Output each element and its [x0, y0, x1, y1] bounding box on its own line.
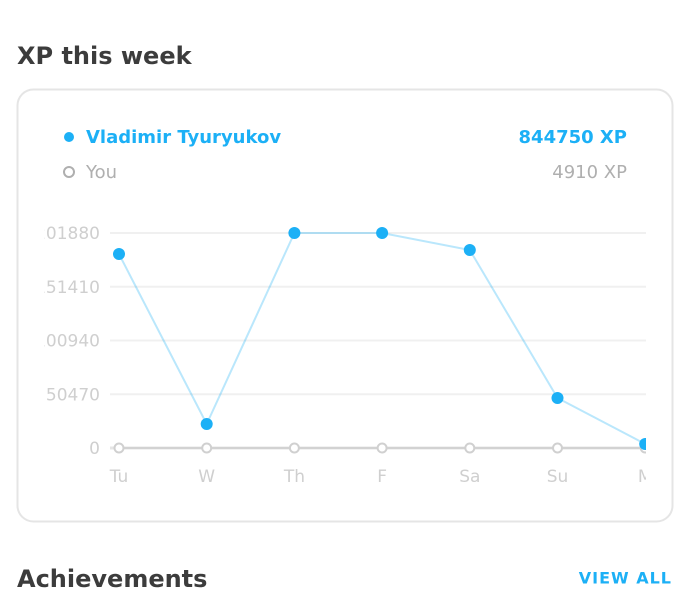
legend-dot	[63, 166, 75, 178]
view-all-link[interactable]: VIEW ALL	[579, 569, 672, 588]
legend-name: Vladimir Tyuryukov	[86, 127, 281, 148]
y-tick-label: 100940	[35, 332, 100, 352]
plot: 0 50470 100940 151410 201880 Tu W Th F Sa Su M	[35, 224, 653, 487]
data-point	[288, 227, 301, 239]
x-tick-label: Th	[283, 467, 305, 487]
card	[16, 88, 674, 523]
data-point	[200, 418, 213, 431]
x-tick-label: M	[638, 467, 653, 487]
x-tick-label: W	[198, 467, 215, 487]
data-point	[201, 442, 213, 454]
x-tick-label: F	[377, 467, 387, 487]
data-point	[288, 442, 300, 454]
x-tick-label: Tu	[109, 467, 129, 487]
data-point	[113, 248, 125, 261]
data-point	[551, 391, 564, 404]
legend-total: 4910 XP	[552, 162, 627, 183]
section-title: XP this week	[17, 42, 193, 70]
data-point	[376, 227, 389, 239]
legend-dot	[64, 132, 74, 142]
data-point	[464, 442, 476, 454]
legend-total: 844750 XP	[519, 127, 627, 148]
x-tick-label: Sa	[459, 467, 480, 487]
y-tick-label: 151410	[35, 278, 100, 298]
data-point	[552, 442, 563, 454]
x-tick-label: Su	[547, 467, 569, 487]
y-tick-label: 50470	[46, 385, 100, 405]
data-point	[376, 442, 388, 454]
data-point	[463, 243, 476, 256]
legend-name: You	[85, 162, 117, 183]
data-point	[639, 437, 646, 450]
section-title: Achievements	[17, 565, 207, 589]
y-tick-label: 201880	[35, 224, 100, 244]
y-tick-label: 0	[89, 439, 100, 459]
data-point	[113, 442, 125, 454]
